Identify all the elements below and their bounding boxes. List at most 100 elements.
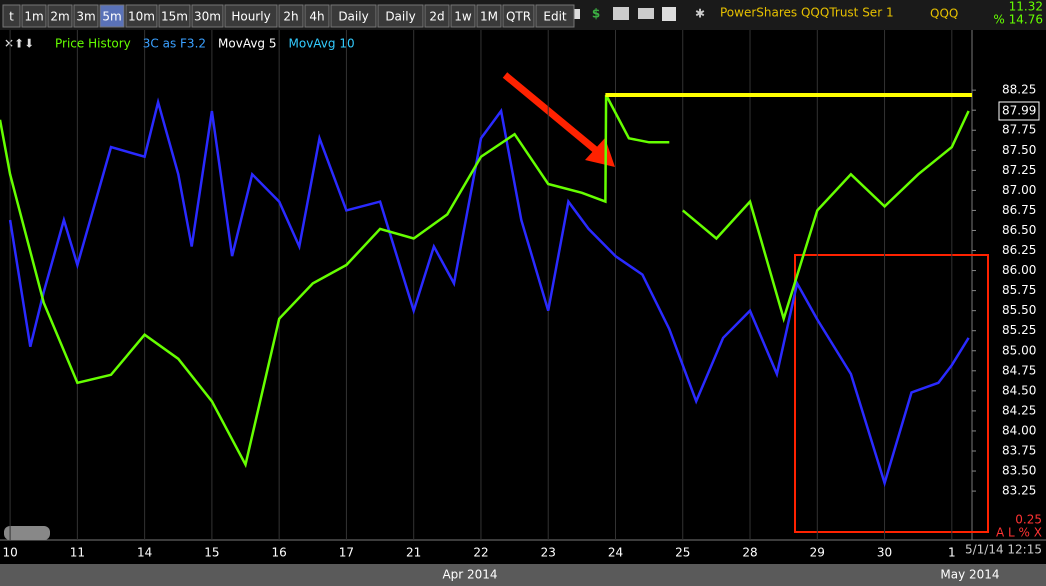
legend-entry[interactable]: MovAvg 10 [289, 37, 355, 51]
y-tick-label: 83.50 [1002, 464, 1036, 478]
y-tick-label: 85.00 [1002, 343, 1036, 357]
y-tick-label: 85.25 [1002, 323, 1036, 337]
toolbar-button[interactable] [191, 4, 224, 28]
toolbar-button[interactable] [278, 4, 304, 28]
month-label: Apr 2014 [442, 568, 497, 582]
x-tick-label: 10 [2, 546, 17, 560]
y-tick-label: 87.75 [1002, 123, 1036, 137]
keyboard-icon[interactable] [638, 8, 654, 19]
toolbar-label[interactable]: 5m [102, 10, 121, 24]
toolbar-label[interactable]: Hourly [231, 10, 270, 24]
x-tick-label: 28 [742, 546, 757, 560]
scale-note: 0.25 [1015, 513, 1042, 527]
print-icon[interactable] [613, 7, 629, 20]
toolbar-button[interactable] [158, 4, 191, 28]
scale-buttons[interactable]: A L % X [996, 526, 1042, 540]
toolbar-button[interactable] [476, 4, 502, 28]
toolbar-label[interactable]: 3m [76, 10, 95, 24]
y-tick-label: 86.50 [1002, 223, 1036, 237]
y-tick-label: 85.75 [1002, 283, 1036, 297]
toolbar-label[interactable]: Daily [338, 10, 368, 24]
last-price-label: 87.99 [1002, 103, 1036, 117]
toolbar-label[interactable]: 2h [283, 10, 298, 24]
price-line [8, 97, 970, 488]
toolbar-label[interactable]: t [9, 10, 14, 24]
x-tick-label: 25 [675, 546, 690, 560]
annotation-arrow [502, 72, 601, 155]
x-tick-label: 1 [948, 546, 956, 560]
y-tick-label: 86.25 [1002, 243, 1036, 257]
last-price-box [998, 101, 1040, 121]
toolbar-button[interactable] [502, 4, 535, 28]
stat: 11.32 [1009, 0, 1043, 14]
legend-entry[interactable]: Price History [55, 37, 131, 51]
toolbar-button[interactable] [535, 4, 575, 28]
y-tick-label: 83.75 [1002, 443, 1036, 457]
x-tick-label: 23 [541, 546, 556, 560]
symbol: QQQ [930, 7, 958, 21]
x-tick-label: 22 [473, 546, 488, 560]
x-tick-label: 11 [70, 546, 85, 560]
toolbar-label[interactable]: 10m [128, 10, 155, 24]
toolbar-button[interactable] [2, 4, 21, 28]
x-tick-label: 30 [877, 546, 892, 560]
y-tick-label: 87.50 [1002, 143, 1036, 157]
toolbar-button[interactable] [99, 4, 125, 28]
x-tick-label: 14 [137, 546, 152, 560]
x-tick-label: 17 [339, 546, 354, 560]
title: PowerShares QQQTrust Ser 1 [720, 6, 894, 20]
y-tick-label: 87.25 [1002, 163, 1036, 177]
legend-icons[interactable]: ✕⬆⬇ [4, 37, 34, 51]
price-line [0, 94, 970, 469]
toolbar-button[interactable] [330, 4, 377, 28]
x-tick-label: 29 [810, 546, 825, 560]
x-tick-label: 24 [608, 546, 623, 560]
x-tick-label: 16 [272, 546, 287, 560]
toolbar-button[interactable] [224, 4, 278, 28]
toolbar-label[interactable]: 15m [161, 10, 188, 24]
y-tick-label: 84.50 [1002, 383, 1036, 397]
scroll-handle[interactable] [4, 526, 50, 540]
y-tick-label: 84.75 [1002, 363, 1036, 377]
toolbar-label[interactable]: 1m [24, 10, 43, 24]
toolbar-button[interactable] [47, 4, 73, 28]
y-tick-label: 84.25 [1002, 403, 1036, 417]
y-tick-label: 83.25 [1002, 484, 1036, 498]
stat: % 14.76 [993, 13, 1043, 27]
annotation-arrowhead [585, 138, 615, 167]
toolbar-button[interactable] [424, 4, 450, 28]
toolbar-label[interactable]: QTR [506, 10, 531, 24]
y-tick-label: 87.00 [1002, 183, 1036, 197]
news-icon[interactable] [662, 7, 676, 21]
settings-icon[interactable]: ✱ [695, 7, 705, 21]
toolbar-button[interactable] [73, 4, 99, 28]
toolbar-label[interactable]: 30m [194, 10, 221, 24]
toolbar-label[interactable]: 2m [50, 10, 69, 24]
toolbar-label[interactable]: Daily [385, 10, 415, 24]
toolbar-label[interactable]: 2d [429, 10, 444, 24]
toolbar-button[interactable] [21, 4, 47, 28]
toolbar-button[interactable] [304, 4, 330, 28]
y-tick-label: 86.00 [1002, 263, 1036, 277]
toolbar-button[interactable] [125, 4, 158, 28]
legend-entry[interactable]: MovAvg 5 [218, 37, 276, 51]
month-bar [0, 564, 1046, 586]
toolbar-label[interactable]: 4h [309, 10, 324, 24]
annotation-box [794, 254, 989, 533]
legend-entry[interactable]: 3C as F3.2 [143, 37, 206, 51]
x-tick-label: 21 [406, 546, 421, 560]
y-tick-label: 86.75 [1002, 203, 1036, 217]
toolbar-label[interactable]: Edit [543, 10, 567, 24]
y-tick-label: 88.25 [1002, 83, 1036, 97]
toolbar-label[interactable]: 1M [480, 10, 498, 24]
y-tick-label: 85.50 [1002, 303, 1036, 317]
toolbar-button[interactable] [450, 4, 476, 28]
y-tick-label: 84.00 [1002, 423, 1036, 437]
toolbar-button[interactable] [377, 4, 424, 28]
timestamp: 5/1/14 12:15 [965, 543, 1042, 557]
x-tick-label: 15 [204, 546, 219, 560]
toolbar-label[interactable]: 1w [454, 10, 472, 24]
dollar-icon[interactable]: $ [592, 7, 600, 21]
